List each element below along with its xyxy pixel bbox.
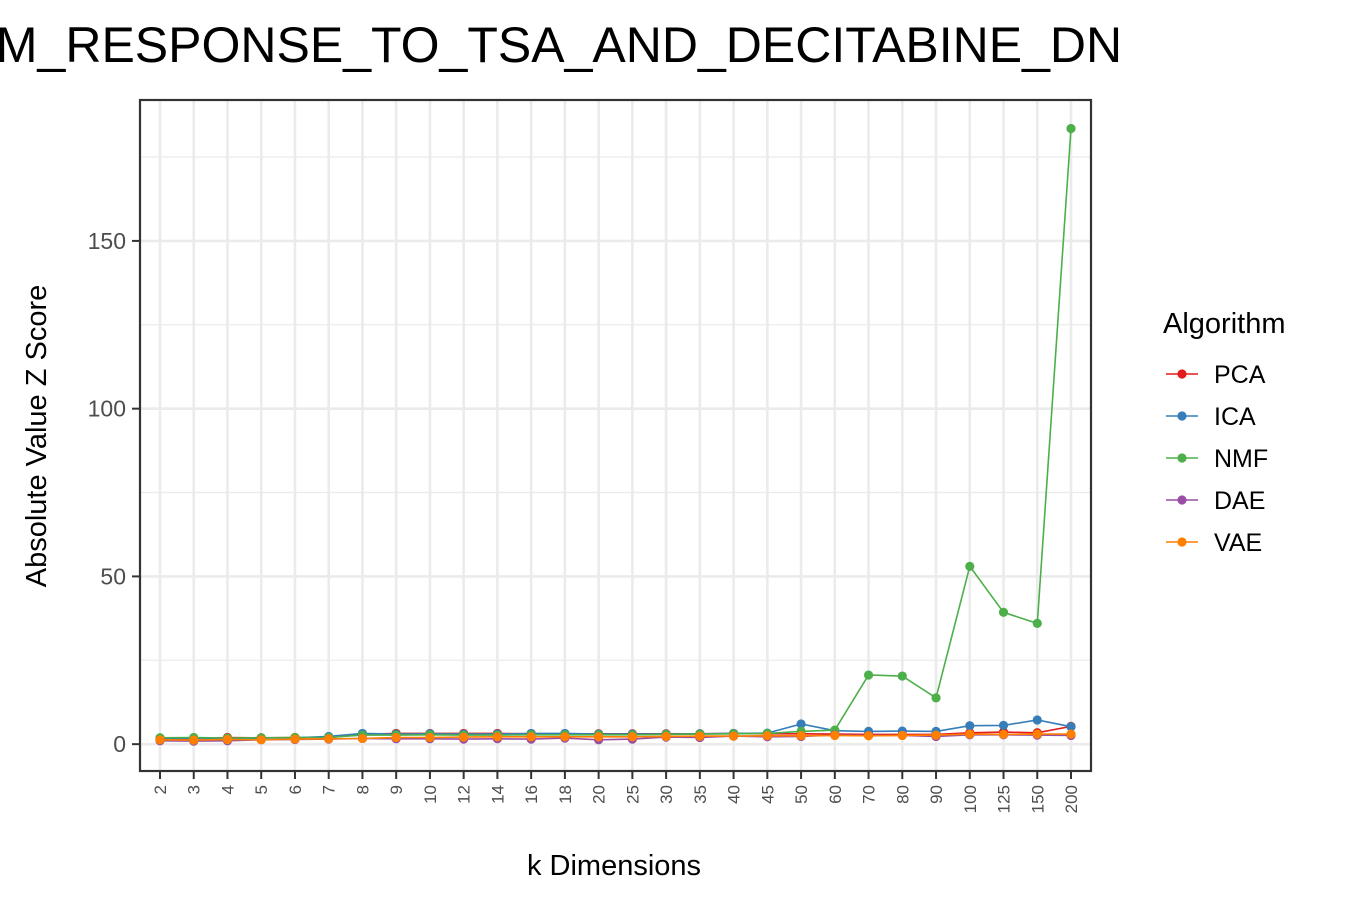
legend-key-point [1177, 411, 1187, 421]
legend-key-point [1177, 537, 1187, 547]
data-point [189, 735, 199, 745]
data-point [796, 719, 806, 729]
data-point [965, 561, 975, 571]
data-point [1066, 123, 1076, 134]
x-tick-label: 7 [320, 785, 339, 794]
data-point [998, 729, 1009, 740]
legend-label: VAE [1214, 529, 1262, 557]
series-line [159, 733, 1071, 741]
data-point [762, 731, 772, 741]
x-tick-label: 100 [961, 785, 980, 813]
data-point [830, 730, 840, 741]
data-point [290, 734, 300, 744]
data-point [425, 732, 435, 743]
x-tick-label: 35 [691, 785, 710, 804]
data-point [863, 670, 874, 680]
x-tick-label: 45 [758, 785, 777, 804]
plot-border [138, 98, 1093, 773]
data-point [728, 731, 739, 741]
x-tick-label: 10 [421, 785, 440, 804]
legend-label: NMF [1214, 445, 1268, 473]
legend-title: Algorithm [1163, 308, 1286, 340]
x-tick-label: 150 [1028, 785, 1047, 813]
data-point [391, 732, 401, 743]
x-tick-label: 40 [725, 785, 744, 804]
y-tick-label: 150 [88, 228, 126, 254]
y-tick-label: 0 [113, 731, 126, 757]
data-point [1032, 729, 1042, 739]
data-point [931, 730, 941, 740]
x-tick-label: 60 [826, 785, 845, 804]
data-point [965, 729, 975, 739]
data-point [796, 731, 806, 741]
data-point [492, 732, 503, 742]
y-axis: 0 50 100 150 [88, 228, 140, 757]
x-tick-label: 8 [353, 785, 372, 794]
x-tick-label: 5 [252, 785, 271, 794]
data-point [222, 734, 233, 745]
data-point [695, 731, 705, 741]
x-tick-label: 16 [522, 785, 541, 804]
series-nmf [155, 123, 1076, 743]
y-axis-title: Absolute Value Z Score [21, 285, 53, 588]
legend-label: ICA [1214, 403, 1256, 431]
data-point [627, 732, 637, 742]
x-tick-label: 12 [455, 785, 474, 804]
legend-label: PCA [1214, 361, 1266, 389]
x-tick-label: 18 [556, 785, 575, 804]
data-point [357, 733, 368, 744]
series-vae [155, 729, 1076, 745]
data-point [1066, 722, 1076, 732]
x-axis-title: k Dimensions [527, 850, 701, 882]
data-point [155, 735, 165, 745]
data-point [897, 671, 907, 681]
x-tick-label: 20 [590, 785, 609, 804]
grid [140, 100, 1091, 771]
legend-key-point [1177, 369, 1187, 379]
data-point [1032, 715, 1042, 725]
x-axis: 2 3 4 5 6 7 8 9 10 12 14 16 18 20 25 30 35 40 45 50 60 70 80 90… [151, 771, 1081, 813]
chart-title: IM_RESPONSE_TO_TSA_AND_DECITABINE_DN [0, 17, 1122, 73]
series-line [159, 128, 1072, 739]
legend-label: DAE [1214, 487, 1265, 515]
legend-key-point [1177, 495, 1187, 505]
y-tick-label: 50 [100, 563, 126, 589]
x-tick-label: 70 [860, 785, 879, 804]
x-tick-label: 2 [151, 785, 170, 794]
legend-key-point [1177, 453, 1187, 463]
x-tick-label: 9 [387, 785, 406, 794]
x-tick-label: 80 [893, 785, 912, 804]
data-point [897, 730, 907, 741]
x-tick-label: 90 [927, 785, 946, 804]
y-tick-label: 100 [88, 396, 126, 422]
x-tick-label: 4 [218, 785, 237, 794]
x-tick-label: 25 [623, 785, 642, 804]
x-tick-label: 3 [185, 785, 204, 794]
x-tick-label: 50 [792, 785, 811, 804]
x-tick-label: 30 [657, 785, 676, 804]
x-tick-label: 200 [1062, 785, 1081, 813]
x-tick-label: 14 [488, 785, 507, 804]
data-point [931, 693, 941, 703]
data-point [459, 732, 469, 742]
data-point [560, 732, 570, 742]
series-layer [155, 123, 1076, 746]
data-point [965, 721, 975, 731]
x-tick-label: 6 [286, 785, 305, 794]
data-point [1066, 729, 1076, 739]
data-point [1032, 618, 1042, 628]
data-point [256, 735, 266, 745]
data-point [324, 734, 334, 744]
data-point [526, 732, 536, 742]
data-point [661, 731, 671, 742]
legend: Algorithm PCA ICA NMF DAE VAE [1163, 308, 1286, 557]
data-point [863, 731, 874, 741]
data-point [998, 720, 1009, 730]
data-point [998, 607, 1009, 617]
data-point [594, 732, 604, 742]
x-tick-label: 125 [995, 785, 1014, 813]
